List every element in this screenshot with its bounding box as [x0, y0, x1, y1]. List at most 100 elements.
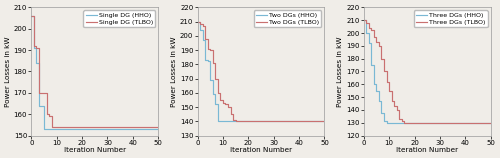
Three DGs (TLBO) [376, 45, 382, 47]
Single DG (TLBO) [51, 126, 57, 128]
Two DGs (TLBO) [228, 106, 234, 108]
Two DGs (HHO) [207, 61, 213, 62]
Two DGs (TLBO) [228, 113, 234, 115]
Single DG (TLBO) [54, 126, 60, 128]
Three DGs (HHO) [360, 19, 366, 21]
Three DGs (HHO) [366, 42, 372, 44]
Single DG (TLBO) [38, 92, 44, 94]
Two DGs (TLBO) [194, 21, 200, 23]
Two DGs (TLBO) [202, 25, 208, 27]
Single DG (TLBO) [28, 15, 34, 17]
Three DGs (HHO) [364, 19, 370, 21]
Single DG (TLBO) [156, 126, 162, 128]
Single DG (TLBO) [36, 47, 42, 49]
Three DGs (HHO) [368, 64, 374, 66]
Two DGs (HHO) [215, 120, 221, 122]
Two DGs (TLBO) [218, 92, 224, 94]
Three DGs (TLBO) [488, 122, 494, 124]
Two DGs (HHO) [194, 21, 200, 23]
Single DG (HHO) [36, 62, 42, 64]
Three DGs (TLBO) [376, 41, 382, 43]
Single DG (TLBO) [38, 92, 44, 94]
Single DG (HHO) [156, 128, 162, 130]
Single DG (HHO) [34, 62, 40, 64]
Two DGs (HHO) [200, 29, 205, 31]
Three DGs (HHO) [374, 90, 380, 92]
Single DG (TLBO) [44, 113, 50, 115]
Two DGs (TLBO) [212, 78, 218, 79]
Single DG (TLBO) [31, 45, 37, 47]
Two DGs (TLBO) [322, 120, 328, 122]
Two DGs (TLBO) [200, 24, 205, 25]
Line: Single DG (HHO): Single DG (HHO) [32, 16, 158, 129]
Single DG (TLBO) [41, 92, 47, 94]
Three DGs (HHO) [384, 122, 390, 124]
Two DGs (TLBO) [204, 38, 210, 40]
Three DGs (HHO) [381, 121, 387, 122]
Two DGs (HHO) [212, 103, 218, 105]
Three DGs (HHO) [364, 32, 370, 34]
Three DGs (TLBO) [402, 121, 407, 122]
Three DGs (HHO) [371, 83, 377, 85]
Three DGs (TLBO) [378, 58, 384, 60]
Two DGs (TLBO) [230, 113, 236, 115]
Three DGs (HHO) [368, 42, 374, 44]
Two DGs (TLBO) [215, 92, 221, 94]
Single DG (TLBO) [54, 126, 60, 128]
Single DG (HHO) [38, 105, 44, 107]
Single DG (HHO) [36, 105, 42, 107]
Two DGs (TLBO) [215, 78, 221, 79]
Two DGs (TLBO) [225, 106, 231, 108]
Three DGs (HHO) [386, 122, 392, 124]
Three DGs (TLBO) [391, 100, 397, 102]
Line: Three DGs (TLBO): Three DGs (TLBO) [364, 20, 490, 123]
Y-axis label: Power Losses in kW: Power Losses in kW [5, 36, 11, 107]
Single DG (HHO) [31, 47, 37, 49]
Y-axis label: Power Losses in kW: Power Losses in kW [338, 36, 344, 107]
Three DGs (HHO) [376, 100, 382, 102]
Two DGs (TLBO) [207, 49, 213, 51]
Two DGs (TLBO) [220, 99, 226, 101]
Three DGs (HHO) [374, 83, 380, 85]
Single DG (HHO) [44, 128, 50, 130]
Single DG (TLBO) [41, 92, 47, 94]
Three DGs (HHO) [488, 122, 494, 124]
Three DGs (HHO) [488, 122, 494, 124]
Three DGs (TLBO) [399, 118, 405, 120]
Three DGs (TLBO) [396, 118, 402, 120]
Single DG (TLBO) [46, 113, 52, 115]
Three DGs (TLBO) [399, 121, 405, 122]
Single DG (TLBO) [51, 126, 57, 128]
Three DGs (TLBO) [388, 90, 394, 92]
Single DG (HHO) [44, 128, 50, 130]
Three DGs (TLBO) [386, 90, 392, 92]
Two DGs (TLBO) [210, 62, 216, 64]
Three DGs (HHO) [384, 121, 390, 122]
Two DGs (HHO) [322, 120, 328, 122]
Three DGs (TLBO) [366, 27, 372, 29]
Three DGs (TLBO) [388, 100, 394, 102]
Three DGs (TLBO) [391, 105, 397, 107]
Y-axis label: Power Losses in kW: Power Losses in kW [171, 36, 177, 107]
Three DGs (HHO) [371, 64, 377, 66]
Three DGs (HHO) [366, 32, 372, 34]
Single DG (HHO) [46, 128, 52, 130]
Single DG (TLBO) [46, 115, 52, 117]
Single DG (HHO) [46, 128, 52, 130]
Two DGs (HHO) [220, 120, 226, 122]
Two DGs (HHO) [212, 93, 218, 95]
Two DGs (TLBO) [220, 102, 226, 104]
Two DGs (HHO) [197, 21, 203, 23]
Two DGs (TLBO) [197, 21, 203, 23]
Single DG (TLBO) [48, 115, 54, 117]
Legend: Single DG (HHO), Single DG (TLBO): Single DG (HHO), Single DG (TLBO) [84, 10, 155, 27]
Three DGs (TLBO) [364, 19, 370, 21]
Single DG (TLBO) [44, 92, 50, 94]
Three DGs (HHO) [386, 122, 392, 124]
Three DGs (HHO) [381, 112, 387, 113]
X-axis label: Iteration Number: Iteration Number [230, 147, 292, 153]
Three DGs (TLBO) [368, 27, 374, 29]
Three DGs (TLBO) [488, 122, 494, 124]
Single DG (HHO) [38, 105, 44, 107]
Three DGs (TLBO) [394, 109, 400, 111]
